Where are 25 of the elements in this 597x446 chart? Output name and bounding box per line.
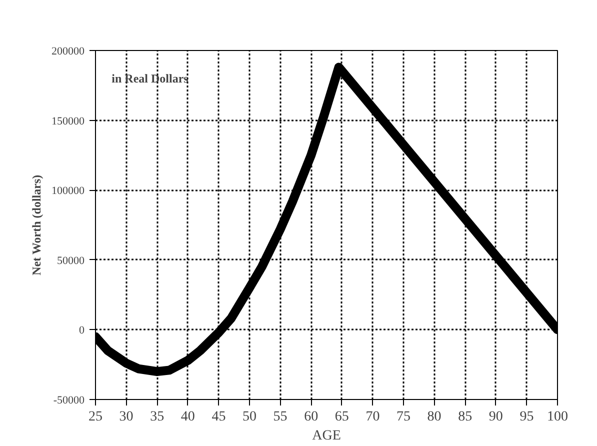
- x-tick-label: 35: [150, 410, 164, 424]
- x-tick-label: 25: [88, 410, 102, 424]
- x-tick-label: 30: [119, 410, 134, 424]
- y-tick-label: 200000: [52, 46, 85, 58]
- x-tick-label: 55: [273, 410, 288, 424]
- x-tick-label: 60: [304, 410, 318, 424]
- y-tick-label: 0: [79, 324, 85, 337]
- x-tick-label: 50: [242, 410, 256, 424]
- y-tick-label: 50000: [57, 254, 85, 267]
- x-tick-label: 75: [396, 410, 410, 424]
- x-tick-label: 45: [212, 410, 226, 424]
- x-tick-label: 85: [458, 410, 472, 424]
- y-tick-label: -50000: [53, 394, 85, 406]
- y-tick-label: 100000: [52, 185, 85, 198]
- x-axis-title: AGE: [312, 428, 341, 444]
- x-tick-label: 80: [427, 410, 442, 424]
- x-tick-label: 65: [334, 410, 349, 424]
- annotation: in Real Dollars: [112, 71, 189, 86]
- y-axis-title: Net Worth (dollars): [30, 174, 44, 276]
- x-tick-label: 100: [547, 410, 568, 424]
- y-tick-label: 150000: [52, 115, 85, 128]
- x-tick-label: 90: [488, 410, 503, 424]
- x-tick-label: 70: [366, 410, 380, 424]
- x-tick-label: 95: [520, 410, 534, 424]
- x-tick-label: 40: [180, 410, 195, 424]
